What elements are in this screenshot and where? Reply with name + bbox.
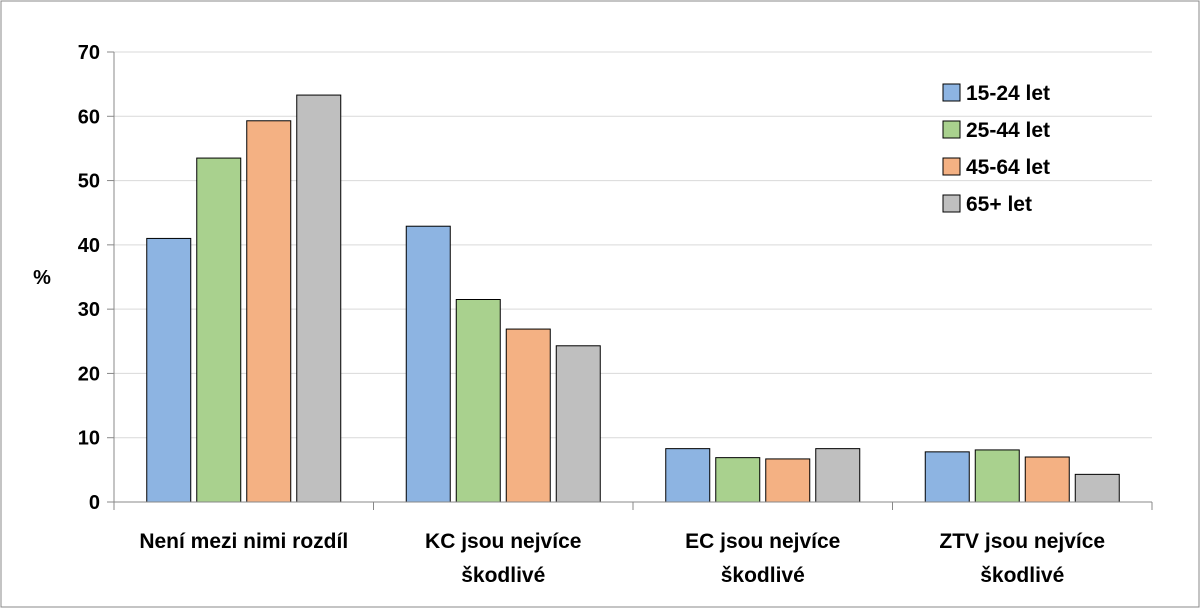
legend-swatch (942, 157, 961, 176)
bar (455, 299, 501, 503)
legend-swatch (942, 83, 961, 102)
legend-label: 15-24 let (966, 82, 1050, 105)
y-axis-label: % (33, 267, 51, 289)
bar (505, 328, 551, 503)
x-category-labels: Není mezi nimi rozdíl KC jsou nejvíce škod… (139, 530, 1105, 587)
legend-label: 45-64 let (966, 156, 1050, 179)
legend-label: 65+ let (966, 193, 1032, 216)
y-tick-label: 0 (89, 492, 100, 514)
legend-swatch (942, 120, 961, 139)
bar (246, 120, 292, 503)
y-tick-label: 30 (78, 299, 100, 321)
axes-group (107, 51, 1153, 510)
y-tick-labels: 0 10 20 30 40 50 60 70 (78, 42, 100, 514)
bar (296, 94, 342, 503)
x-category-label: škodlivé (721, 564, 805, 587)
bar (555, 345, 601, 503)
y-tick-label: 50 (78, 171, 100, 193)
bars-group (146, 94, 1120, 503)
x-category-label: škodlivé (461, 564, 545, 587)
y-tick-label: 20 (78, 363, 100, 385)
legend-swatch (942, 194, 961, 213)
bar (715, 457, 761, 503)
bar (815, 448, 861, 503)
bar (765, 458, 811, 503)
bar (665, 448, 711, 503)
bar (146, 237, 192, 503)
y-tick-label: 70 (78, 42, 100, 64)
x-category-label: škodlivé (980, 564, 1064, 587)
bar (1074, 473, 1120, 503)
y-tick-label: 10 (78, 428, 100, 450)
x-category-label: EC jsou nejvíce (685, 530, 840, 553)
x-category-label: Není mezi nimi rozdíl (139, 530, 348, 553)
bar (196, 157, 242, 503)
bar (1024, 456, 1070, 503)
x-category-label: KC jsou nejvíce (425, 530, 581, 553)
legend: 15-24 let 25-44 let 45-64 let 65+ let (942, 82, 1050, 216)
legend-label: 25-44 let (966, 119, 1050, 142)
bar (924, 451, 970, 503)
bar (405, 225, 451, 503)
x-category-label: ZTV jsou nejvíce (939, 530, 1105, 553)
y-tick-label: 60 (78, 106, 100, 128)
y-tick-label: 40 (78, 235, 100, 257)
bar (974, 449, 1020, 503)
